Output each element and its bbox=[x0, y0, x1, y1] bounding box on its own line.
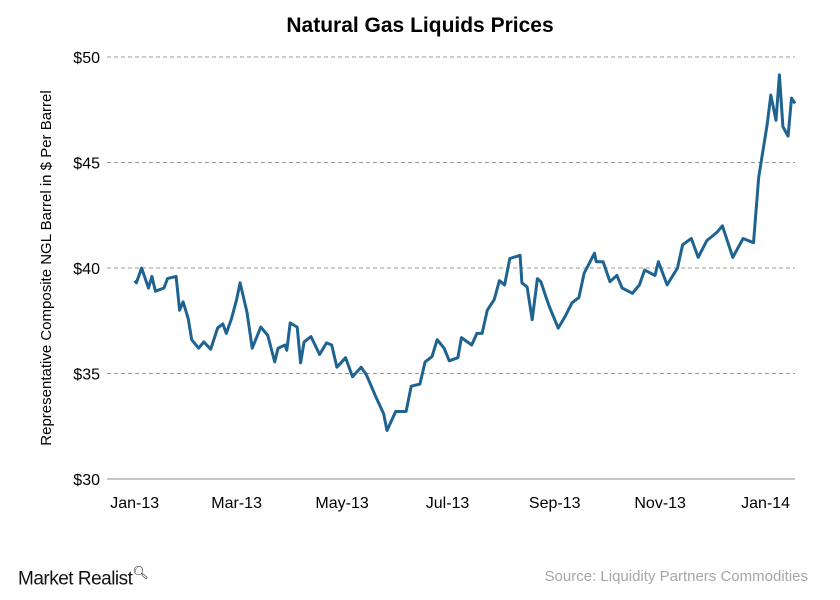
y-tick-label: $40 bbox=[73, 261, 100, 278]
source-note: Source: Liquidity Partners Commodities bbox=[544, 568, 808, 585]
chart-title: Natural Gas Liquids Prices bbox=[286, 14, 553, 37]
x-tick-label: Jul-13 bbox=[426, 495, 470, 512]
x-tick-label: Sep-13 bbox=[529, 495, 581, 512]
brand-text: Market Realist bbox=[18, 568, 133, 590]
y-tick-label: $50 bbox=[73, 50, 100, 67]
market-realist-logo: Market Realist🔍︎ bbox=[18, 565, 149, 590]
x-tick-label: Mar-13 bbox=[211, 495, 262, 512]
x-tick-label: May-13 bbox=[315, 495, 368, 512]
x-tick-label: Nov-13 bbox=[634, 495, 686, 512]
y-tick-label: $45 bbox=[73, 156, 100, 173]
y-axis-label: Representative Composite NGL Barrel in $… bbox=[38, 90, 55, 445]
magnifier-icon: 🔍︎ bbox=[132, 565, 149, 580]
x-tick-label: Jan-13 bbox=[110, 495, 159, 512]
y-tick-label: $35 bbox=[73, 367, 100, 384]
x-tick-label: Jan-14 bbox=[741, 495, 790, 512]
y-tick-label: $30 bbox=[73, 472, 100, 489]
series-line bbox=[133, 73, 797, 432]
